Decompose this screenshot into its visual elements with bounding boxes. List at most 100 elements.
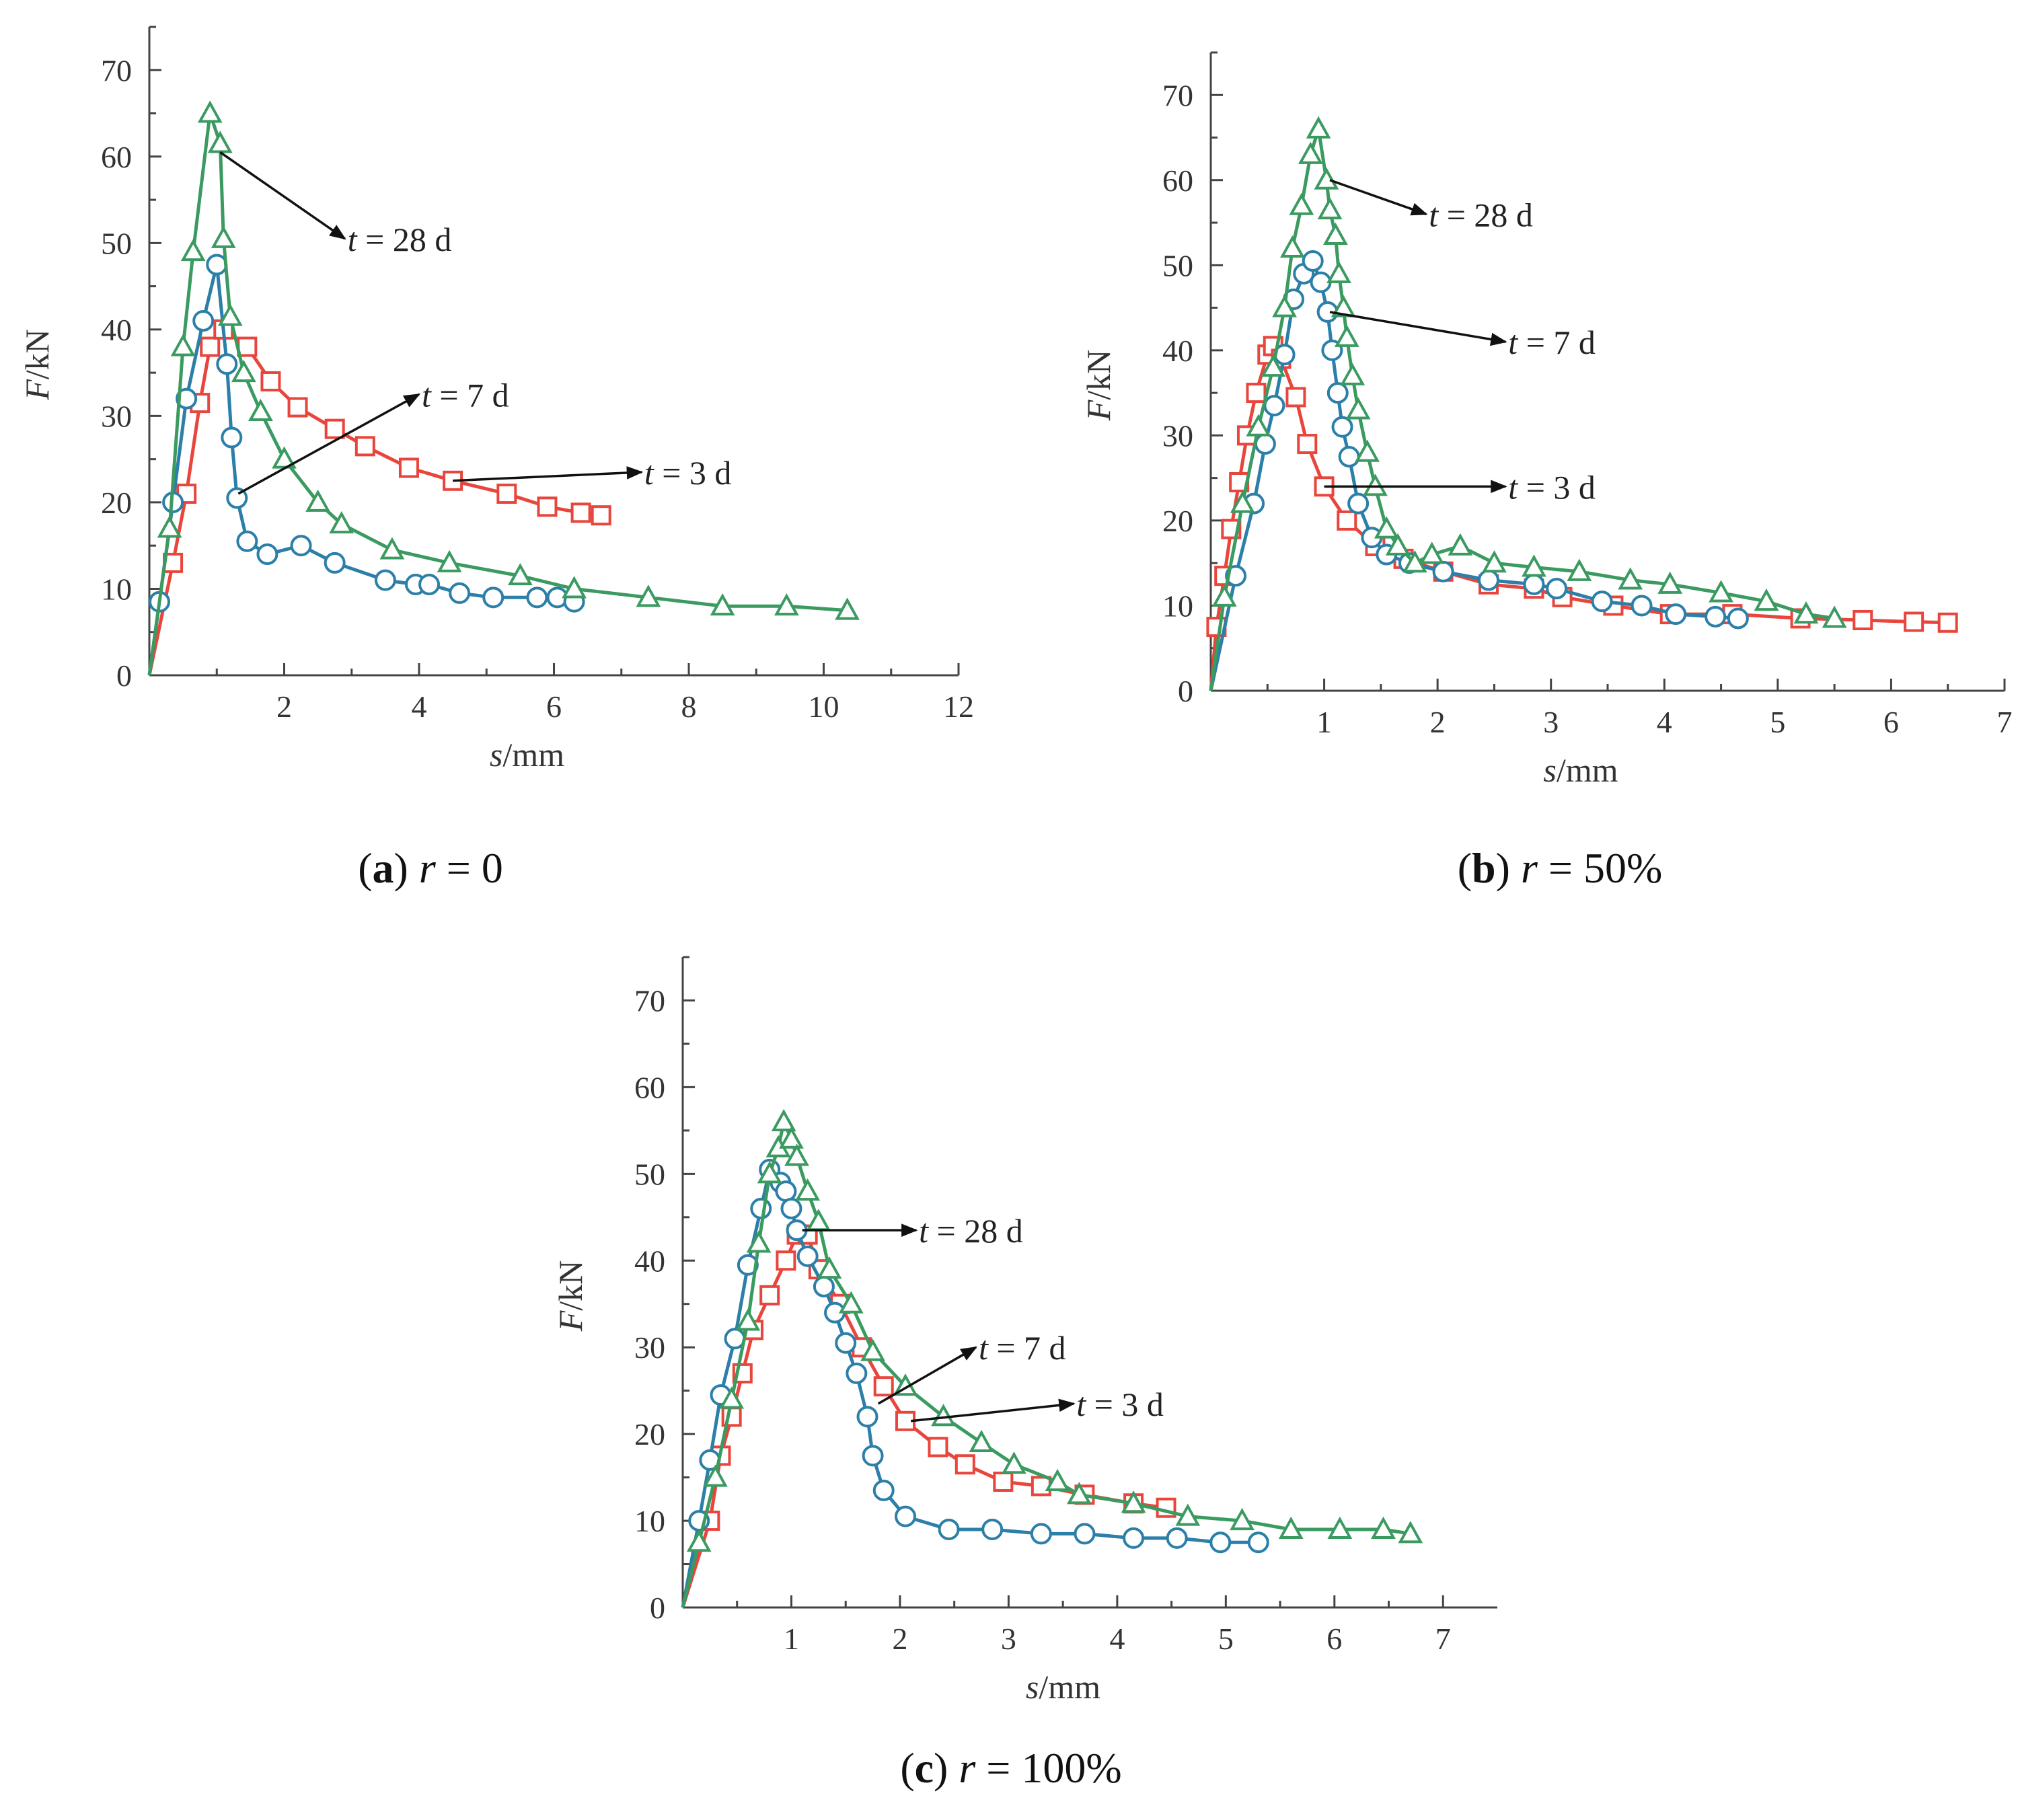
annotation-label: t = 7 d bbox=[422, 376, 509, 414]
data-point bbox=[1306, 116, 1331, 139]
data-point bbox=[1066, 1482, 1092, 1505]
series-line bbox=[1209, 127, 1835, 691]
x-tick-label: 6 bbox=[1883, 705, 1899, 739]
data-point bbox=[862, 1445, 884, 1467]
annotation-label: t = 3 d bbox=[1076, 1386, 1164, 1423]
x-tick-label: 1 bbox=[1316, 705, 1332, 739]
annotation-label: t = 7 d bbox=[1508, 324, 1596, 361]
data-point bbox=[1937, 612, 1958, 633]
data-point bbox=[846, 1362, 868, 1384]
data-point bbox=[636, 584, 661, 607]
data-point bbox=[1591, 591, 1613, 613]
data-point bbox=[779, 1126, 804, 1149]
data-point bbox=[895, 1505, 917, 1527]
y-tick-label: 60 bbox=[1162, 163, 1193, 198]
data-point bbox=[482, 586, 504, 609]
data-point bbox=[838, 1291, 864, 1314]
data-point bbox=[1279, 235, 1305, 258]
series-square bbox=[147, 319, 611, 676]
data-point bbox=[1657, 571, 1683, 594]
data-point bbox=[796, 1245, 819, 1267]
data-point bbox=[329, 510, 354, 534]
annotation-label: t = 28 d bbox=[1429, 196, 1533, 233]
data-point bbox=[1002, 1451, 1026, 1474]
data-point bbox=[835, 1332, 857, 1354]
y-tick-label: 50 bbox=[634, 1157, 665, 1191]
x-tick-label: 1 bbox=[784, 1622, 799, 1656]
data-point bbox=[1045, 1468, 1070, 1492]
data-point bbox=[248, 398, 273, 421]
y-tick-label: 30 bbox=[1162, 418, 1193, 453]
panel-b-r50: 0 10 20 30 40 50 60 70 1 2 3 4 5 6 7 s/mm F/kN t = 28 d t … bbox=[1080, 51, 2013, 892]
data-point bbox=[1297, 434, 1318, 455]
data-point bbox=[1326, 382, 1349, 404]
series-line bbox=[147, 263, 575, 676]
data-point bbox=[1385, 533, 1411, 556]
x-axis-title: s/mm bbox=[1543, 751, 1618, 789]
data-point bbox=[1665, 603, 1687, 625]
data-point bbox=[873, 1376, 894, 1397]
data-point bbox=[1398, 1521, 1423, 1544]
panel-caption: (c) r = 100% bbox=[900, 1744, 1121, 1792]
data-point bbox=[1272, 295, 1297, 317]
data-point bbox=[537, 496, 558, 517]
annotation-arrow bbox=[1329, 179, 1428, 216]
y-tick-label: 10 bbox=[1162, 589, 1193, 623]
data-point bbox=[1522, 554, 1546, 577]
data-point bbox=[1074, 1523, 1096, 1545]
x-tick-label: 5 bbox=[1770, 705, 1785, 739]
annotation-label: t = 7 d bbox=[979, 1329, 1066, 1367]
x-tick-label: 3 bbox=[1543, 705, 1559, 739]
data-point bbox=[1278, 1516, 1304, 1539]
y-tick-label: 50 bbox=[1162, 248, 1193, 282]
data-point bbox=[775, 1180, 797, 1203]
data-point bbox=[759, 1285, 780, 1305]
panel-caption: (a) r = 0 bbox=[358, 844, 503, 892]
data-point bbox=[780, 1197, 802, 1219]
y-axis-title: F/kN bbox=[552, 1260, 589, 1332]
series-line bbox=[1209, 259, 1739, 691]
data-point bbox=[1705, 605, 1727, 628]
series-triangle bbox=[1209, 116, 1847, 691]
data-point bbox=[1230, 1507, 1255, 1531]
data-point bbox=[354, 436, 375, 457]
data-point bbox=[746, 1230, 772, 1253]
y-tick-label: 10 bbox=[101, 572, 132, 606]
data-point bbox=[437, 549, 462, 572]
data-point bbox=[1166, 1527, 1188, 1549]
data-point bbox=[562, 576, 587, 599]
y-tick-label: 20 bbox=[634, 1417, 665, 1451]
data-point bbox=[1285, 387, 1306, 408]
annotation-arrow bbox=[910, 1398, 1076, 1423]
data-point bbox=[981, 1518, 1004, 1540]
series-square bbox=[1206, 336, 1958, 691]
x-tick-label: 2 bbox=[1430, 705, 1446, 739]
x-tick-label: 4 bbox=[1109, 1622, 1125, 1656]
data-point bbox=[216, 353, 238, 375]
data-point bbox=[993, 1472, 1014, 1492]
data-point bbox=[1478, 569, 1499, 591]
data-point bbox=[180, 239, 206, 262]
panel-caption: (b) r = 50% bbox=[1458, 844, 1663, 892]
data-point bbox=[192, 310, 215, 332]
y-tick-label: 0 bbox=[116, 658, 132, 693]
annotation-label: t = 3 d bbox=[1508, 468, 1596, 506]
data-point bbox=[1030, 1523, 1052, 1545]
data-point bbox=[260, 371, 281, 391]
data-point bbox=[1340, 363, 1366, 385]
data-point bbox=[1904, 611, 1924, 632]
x-tick-label: 4 bbox=[412, 689, 427, 724]
data-point bbox=[806, 1209, 831, 1231]
data-point bbox=[710, 593, 735, 616]
data-point bbox=[374, 569, 396, 591]
data-point bbox=[1323, 222, 1348, 245]
data-point bbox=[290, 535, 312, 557]
annotation-arrow bbox=[453, 466, 644, 482]
panel-c-r100: 0 10 20 30 40 50 60 70 1 2 3 4 5 6 7 s/mm F/kN t = 28 d t … bbox=[552, 956, 1497, 1792]
data-point bbox=[287, 397, 308, 418]
data-point bbox=[1347, 492, 1370, 515]
data-point bbox=[1317, 196, 1343, 220]
data-point bbox=[324, 418, 345, 439]
y-tick-label: 70 bbox=[634, 983, 665, 1018]
data-point bbox=[570, 502, 591, 523]
